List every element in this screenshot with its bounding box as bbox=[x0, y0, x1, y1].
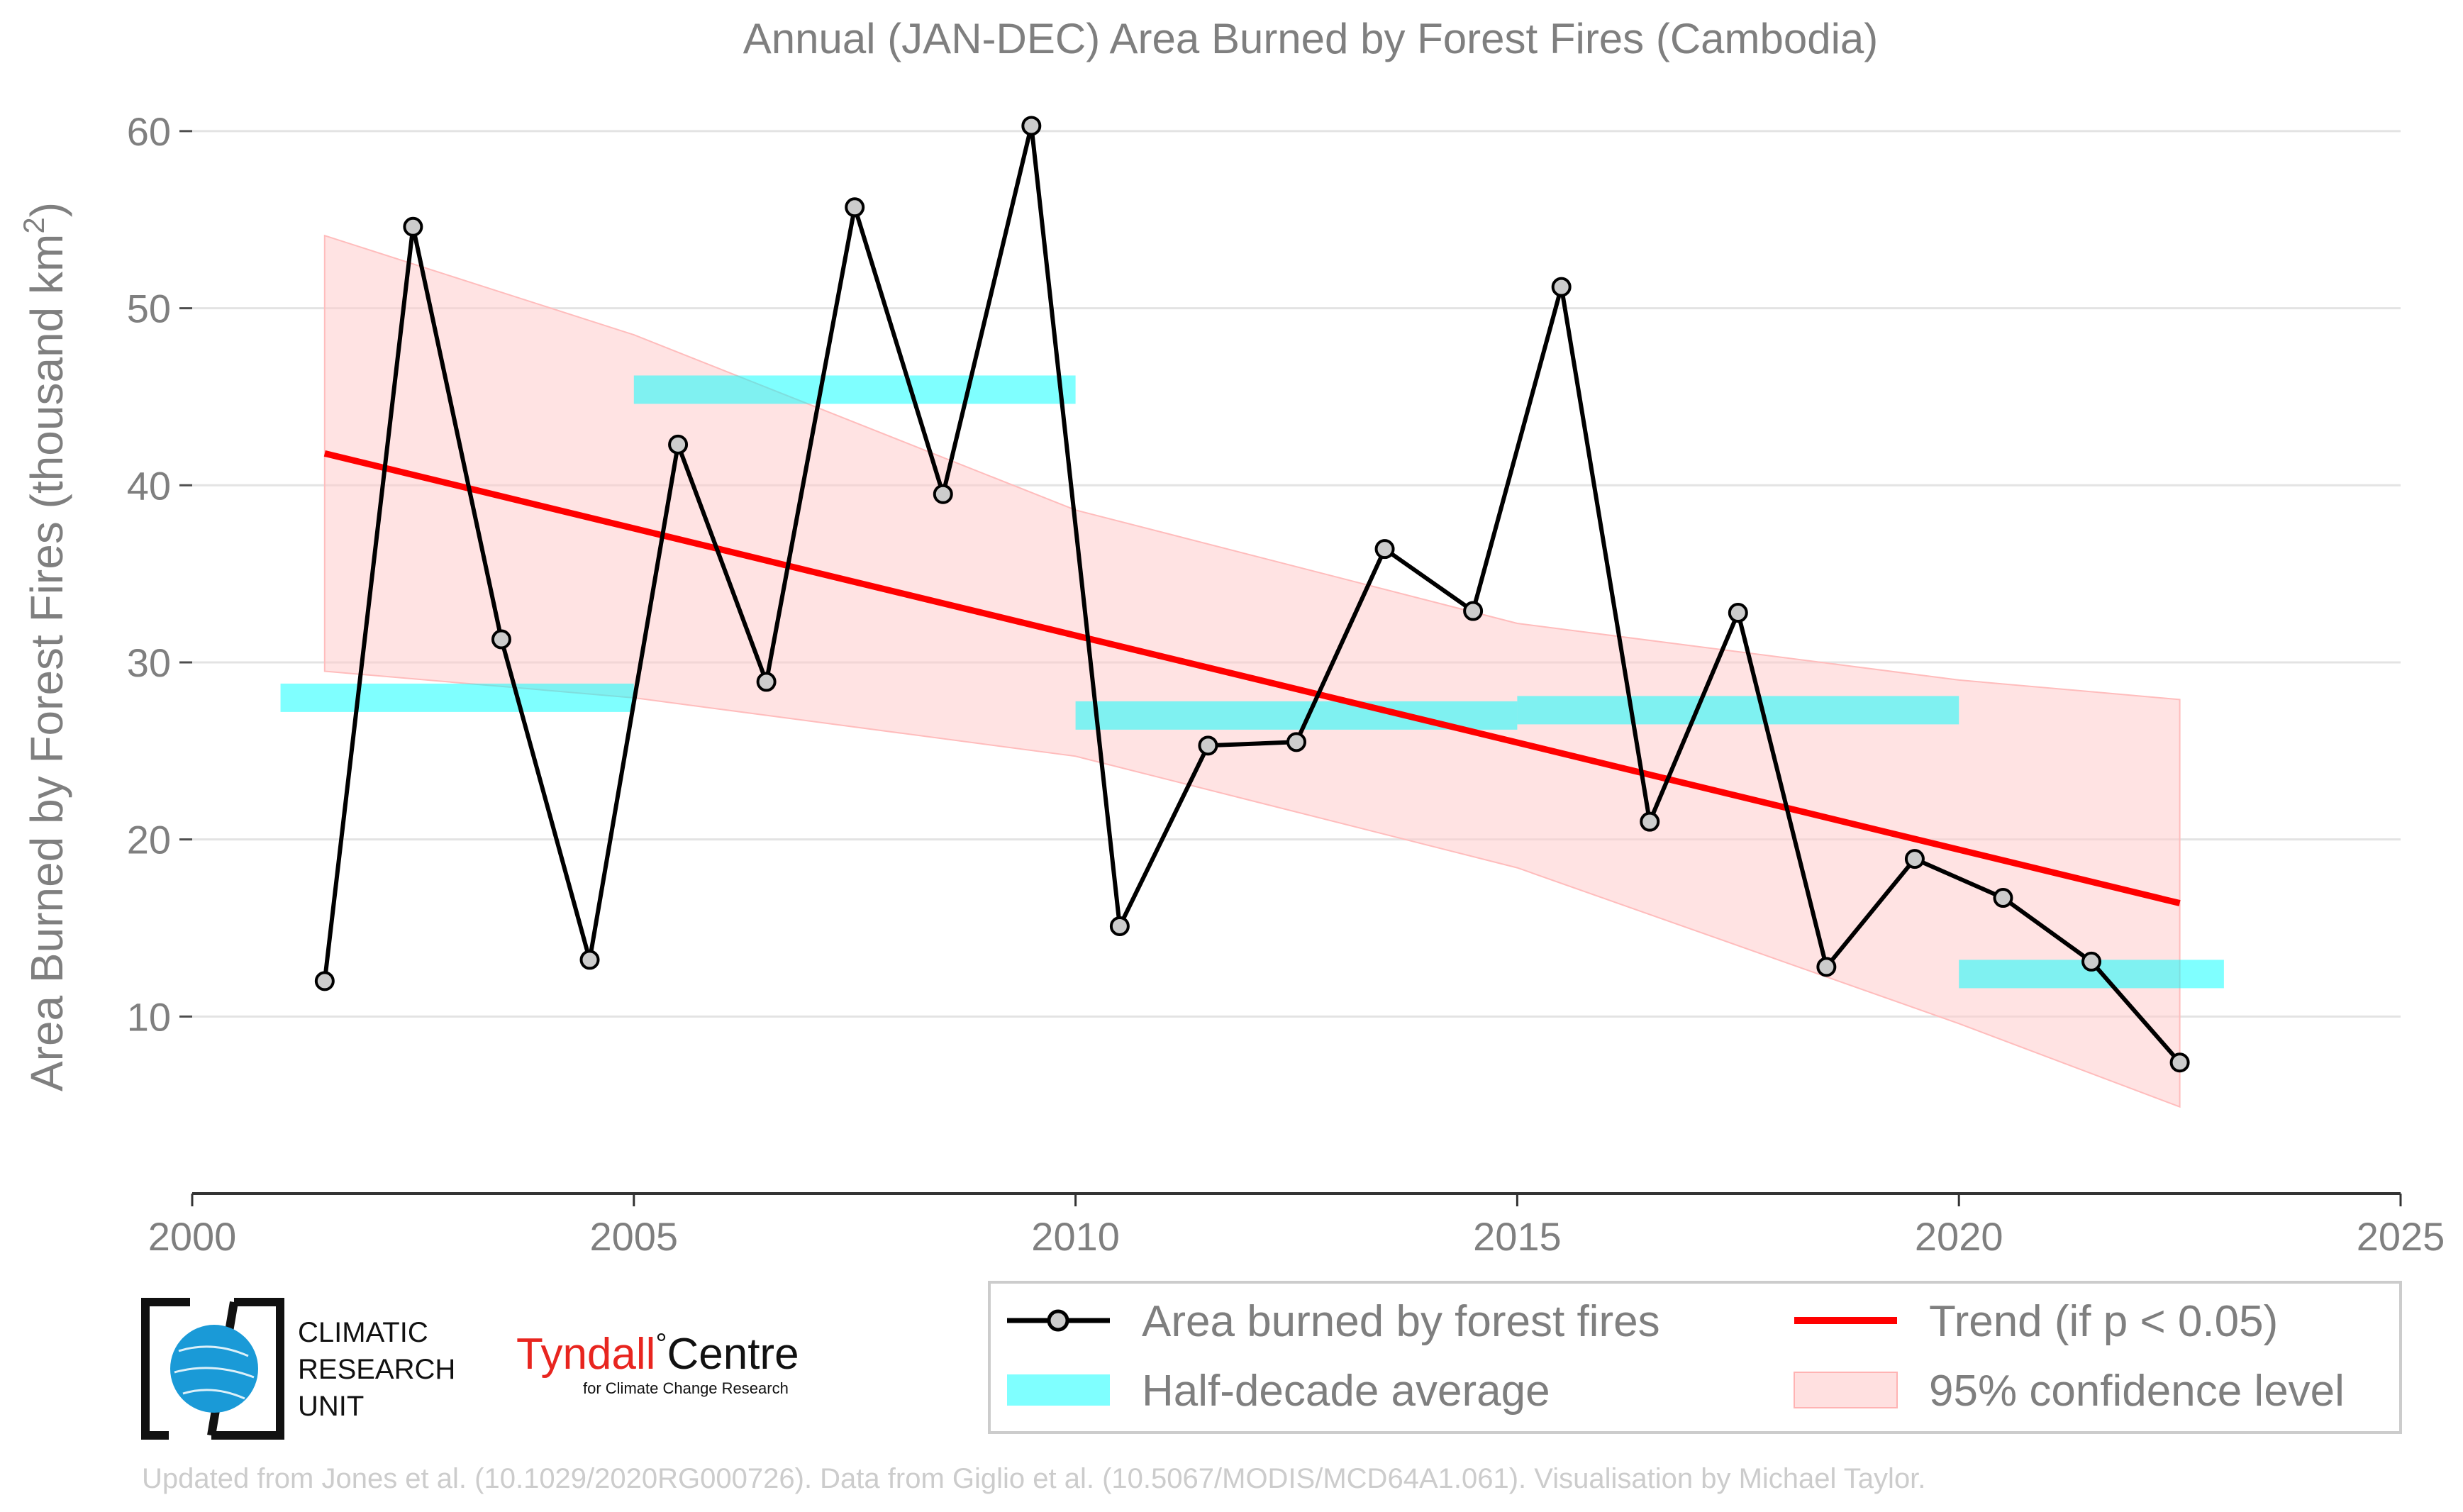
trend-line-segment bbox=[323, 450, 2181, 906]
tyndall-subtitle: for Climate Change Research bbox=[583, 1379, 789, 1397]
legend-label-confidence: 95% confidence level bbox=[1929, 1367, 2345, 1416]
cru-logo-line-3: UNIT bbox=[298, 1391, 364, 1422]
data-point-14 bbox=[1551, 277, 1572, 297]
half-decade-bar-1 bbox=[633, 375, 1076, 404]
tyndall-logo: Tyndall°Centre for Climate Change Resear… bbox=[516, 1328, 799, 1397]
half-decade-bar-0 bbox=[280, 683, 634, 712]
y-tick-label-40: 40 bbox=[127, 463, 171, 508]
tyndall-centre: Centre bbox=[667, 1330, 799, 1379]
x-tick-label-2005: 2005 bbox=[590, 1214, 679, 1259]
trend-line bbox=[323, 450, 2181, 906]
legend-item-area-burned: Area burned by forest fires bbox=[1007, 1297, 1660, 1346]
data-point-3 bbox=[579, 950, 600, 970]
data-point-20 bbox=[2081, 951, 2102, 972]
data-point-2 bbox=[491, 629, 511, 650]
data-point-11 bbox=[1286, 732, 1306, 752]
data-point-16 bbox=[1728, 603, 1748, 623]
cru-logo-line-2: RESEARCH bbox=[298, 1354, 455, 1385]
data-point-8 bbox=[1021, 116, 1042, 136]
svg-text:Tyndall°Centre: Tyndall°Centre bbox=[516, 1328, 799, 1379]
confidence-band bbox=[323, 234, 2181, 1108]
y-tick-label-50: 50 bbox=[127, 287, 171, 331]
data-point-4 bbox=[668, 434, 689, 455]
y-axis-label-end: ) bbox=[21, 202, 72, 217]
legend-label-half-decade: Half-decade average bbox=[1142, 1367, 1550, 1416]
legend-label-area-burned: Area burned by forest fires bbox=[1142, 1297, 1660, 1346]
data-point-6 bbox=[845, 197, 865, 218]
area-burned-series bbox=[314, 116, 2190, 1073]
data-point-7 bbox=[933, 484, 953, 504]
credit-line: Updated from Jones et al. (10.1029/2020R… bbox=[142, 1463, 1925, 1494]
data-point-10 bbox=[1198, 735, 1218, 756]
legend-item-half-decade: Half-decade average bbox=[1007, 1367, 1550, 1416]
legend-item-trend: Trend (if p < 0.05) bbox=[1794, 1297, 2278, 1346]
y-axis-label-main: Area Burned by Forest Fires (thousand km bbox=[21, 234, 72, 1091]
data-point-0 bbox=[314, 971, 335, 991]
x-tick-label-2000: 2000 bbox=[148, 1214, 237, 1259]
tyndall-name: Tyndall bbox=[516, 1330, 655, 1379]
data-point-17 bbox=[1816, 957, 1837, 977]
chart-title: Annual (JAN-DEC) Area Burned by Forest F… bbox=[743, 15, 1879, 62]
data-point-21 bbox=[2169, 1052, 2190, 1073]
data-point-1 bbox=[403, 216, 423, 237]
svg-text:Area Burned by Forest Fires (t: Area Burned by Forest Fires (thousand km… bbox=[17, 202, 72, 1091]
legend-label-trend: Trend (if p < 0.05) bbox=[1929, 1297, 2278, 1346]
legend-frame bbox=[988, 1281, 2402, 1434]
x-axis: 2000 2005 2010 2015 2020 2025 bbox=[148, 1192, 2445, 1259]
y-tick-label-10: 10 bbox=[127, 994, 171, 1039]
y-axis-label: Area Burned by Forest Fires (thousand km… bbox=[17, 202, 72, 1091]
data-point-13 bbox=[1463, 601, 1484, 621]
y-axis-label-sup: 2 bbox=[17, 217, 50, 233]
y-axis-ticks: 10 20 30 40 50 60 bbox=[127, 109, 192, 1039]
data-point-5 bbox=[756, 672, 777, 692]
legend: Area burned by forest fires Half-decade … bbox=[988, 1281, 2402, 1434]
half-decade-bar-3 bbox=[1517, 696, 1959, 725]
data-point-19 bbox=[1993, 888, 2013, 908]
tyndall-degree: ° bbox=[655, 1328, 667, 1360]
legend-item-confidence: 95% confidence level bbox=[1794, 1367, 2345, 1416]
data-point-9 bbox=[1109, 916, 1130, 936]
y-tick-label-30: 30 bbox=[127, 640, 171, 685]
x-tick-label-2025: 2025 bbox=[2357, 1214, 2445, 1259]
data-point-12 bbox=[1374, 539, 1395, 560]
x-tick-label-2020: 2020 bbox=[1915, 1214, 2003, 1259]
area-burned-line bbox=[322, 123, 2181, 1064]
half-decade-bars bbox=[280, 375, 2224, 989]
x-tick-label-2010: 2010 bbox=[1031, 1214, 1120, 1259]
confidence-band-area bbox=[323, 234, 2181, 1108]
x-tick-label-2015: 2015 bbox=[1473, 1214, 1562, 1259]
data-point-15 bbox=[1640, 811, 1660, 832]
y-tick-label-20: 20 bbox=[127, 818, 171, 862]
cru-logo: CLIMATIC RESEARCH UNIT bbox=[141, 1298, 455, 1440]
cru-logo-line-1: CLIMATIC bbox=[298, 1317, 428, 1348]
data-point-18 bbox=[1904, 849, 1925, 869]
y-tick-label-60: 60 bbox=[127, 109, 171, 154]
